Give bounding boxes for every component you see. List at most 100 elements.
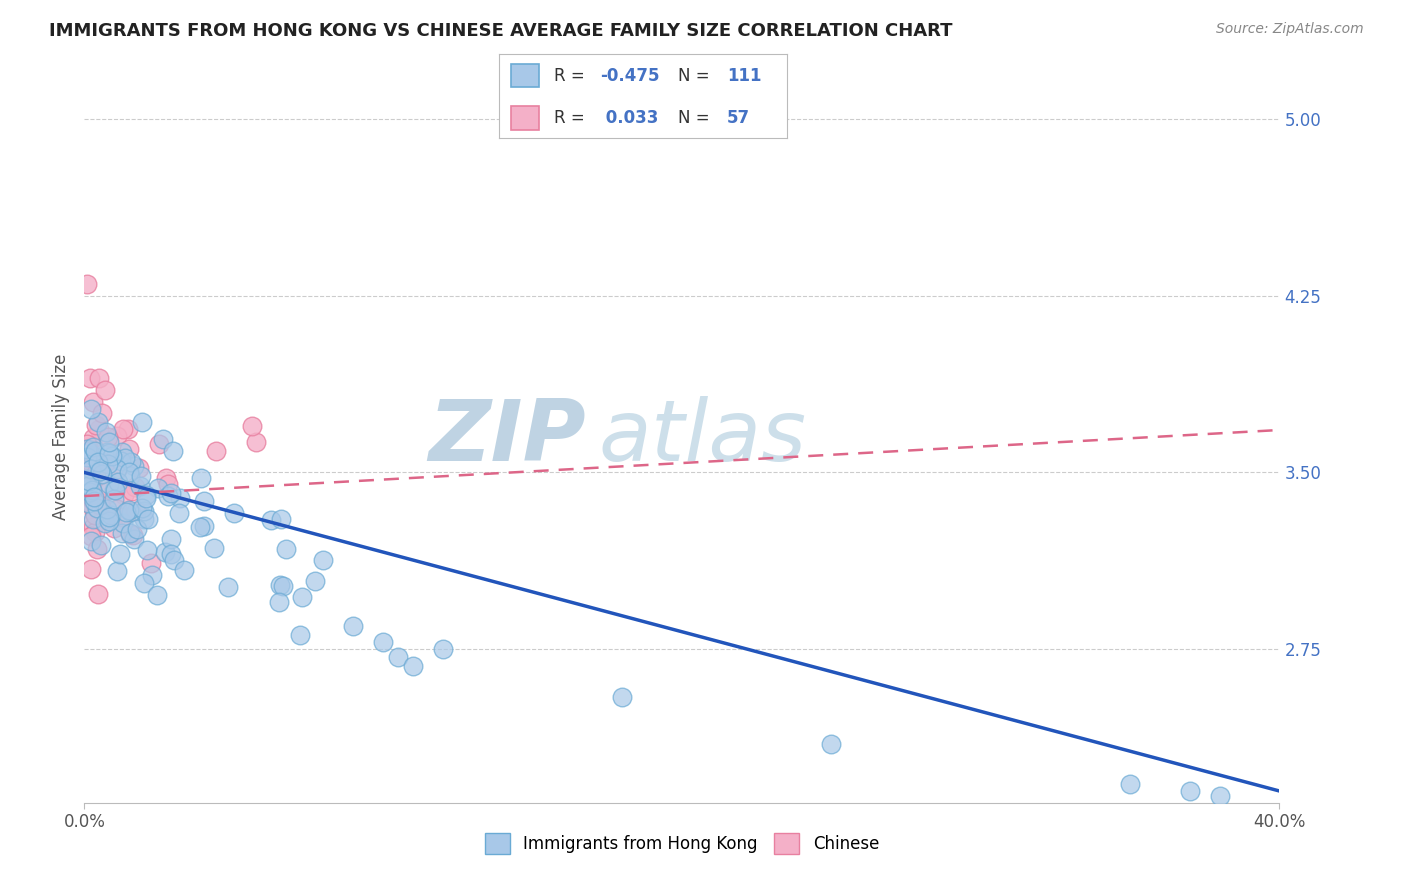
Point <box>87 586 110 600</box>
Point <box>160 485 183 500</box>
Point <box>97 510 120 524</box>
Point <box>122 459 145 474</box>
Point <box>77 479 100 493</box>
Point <box>193 494 215 508</box>
Point <box>118 503 141 517</box>
Point <box>87 456 110 470</box>
Point <box>84 508 107 523</box>
Point <box>111 526 134 541</box>
Point <box>89 494 111 508</box>
Point <box>80 458 103 472</box>
Point <box>205 444 228 458</box>
Point <box>80 458 103 473</box>
Point <box>82 512 104 526</box>
Point <box>118 465 141 479</box>
Point <box>83 490 105 504</box>
Point <box>77 496 100 510</box>
Text: Source: ZipAtlas.com: Source: ZipAtlas.com <box>1216 22 1364 37</box>
Point <box>125 522 148 536</box>
Text: 111: 111 <box>727 67 761 85</box>
Point <box>387 649 409 664</box>
Point <box>86 418 108 433</box>
Point <box>131 501 153 516</box>
Point <box>259 513 281 527</box>
Point <box>118 442 141 457</box>
Point <box>94 456 117 470</box>
Point <box>96 445 118 459</box>
Point <box>138 512 160 526</box>
Point <box>160 533 183 547</box>
Point <box>156 477 179 491</box>
Text: -0.475: -0.475 <box>600 67 659 85</box>
Point <box>97 458 120 472</box>
Point <box>82 520 104 534</box>
Point <box>82 475 104 489</box>
Point <box>129 468 152 483</box>
Point <box>105 429 128 443</box>
Point <box>80 401 103 416</box>
Text: atlas: atlas <box>599 395 806 479</box>
Point <box>83 505 105 519</box>
Point <box>612 690 634 704</box>
Point <box>271 578 294 592</box>
Point <box>117 422 139 436</box>
Point <box>89 371 111 385</box>
Point <box>82 431 104 445</box>
Point <box>114 451 136 466</box>
Point <box>110 547 132 561</box>
Point <box>157 490 180 504</box>
Point <box>111 445 134 459</box>
Text: R =: R = <box>554 109 591 127</box>
Point <box>820 737 842 751</box>
Point <box>129 479 152 493</box>
Point <box>222 506 245 520</box>
Point <box>87 454 110 468</box>
Point <box>217 580 239 594</box>
Point <box>96 425 118 439</box>
Text: IMMIGRANTS FROM HONG KONG VS CHINESE AVERAGE FAMILY SIZE CORRELATION CHART: IMMIGRANTS FROM HONG KONG VS CHINESE AVE… <box>49 22 953 40</box>
Point <box>141 567 163 582</box>
Point <box>131 416 153 430</box>
Point <box>288 628 311 642</box>
Point <box>145 588 167 602</box>
FancyBboxPatch shape <box>510 63 540 87</box>
Point <box>118 469 141 483</box>
Point <box>139 556 162 570</box>
Point <box>100 508 122 522</box>
Point <box>122 533 145 547</box>
Point <box>270 512 292 526</box>
Point <box>111 422 134 436</box>
Point <box>89 463 111 477</box>
Point <box>148 437 170 451</box>
Point <box>167 507 190 521</box>
Point <box>82 494 104 508</box>
Y-axis label: Average Family Size: Average Family Size <box>52 354 70 520</box>
Point <box>1119 777 1142 791</box>
Point <box>80 483 103 498</box>
Point <box>118 527 141 541</box>
Point <box>96 501 118 516</box>
Point <box>136 542 159 557</box>
Point <box>120 525 142 540</box>
Point <box>169 491 191 505</box>
Point <box>240 418 263 433</box>
Point <box>77 474 100 488</box>
Point <box>134 575 156 590</box>
Point <box>110 454 132 468</box>
Point <box>86 541 108 556</box>
Point <box>134 488 156 502</box>
Point <box>84 524 107 539</box>
Point <box>86 501 108 516</box>
Point <box>162 444 184 458</box>
Text: N =: N = <box>678 109 714 127</box>
Point <box>128 461 150 475</box>
Point <box>80 529 103 543</box>
Point <box>98 514 121 528</box>
Legend: Immigrants from Hong Kong, Chinese: Immigrants from Hong Kong, Chinese <box>478 827 886 860</box>
Text: ZIP: ZIP <box>429 395 586 479</box>
Point <box>120 454 142 468</box>
Point <box>98 435 121 450</box>
Point <box>77 441 100 455</box>
Point <box>76 444 98 458</box>
Point <box>90 467 112 482</box>
